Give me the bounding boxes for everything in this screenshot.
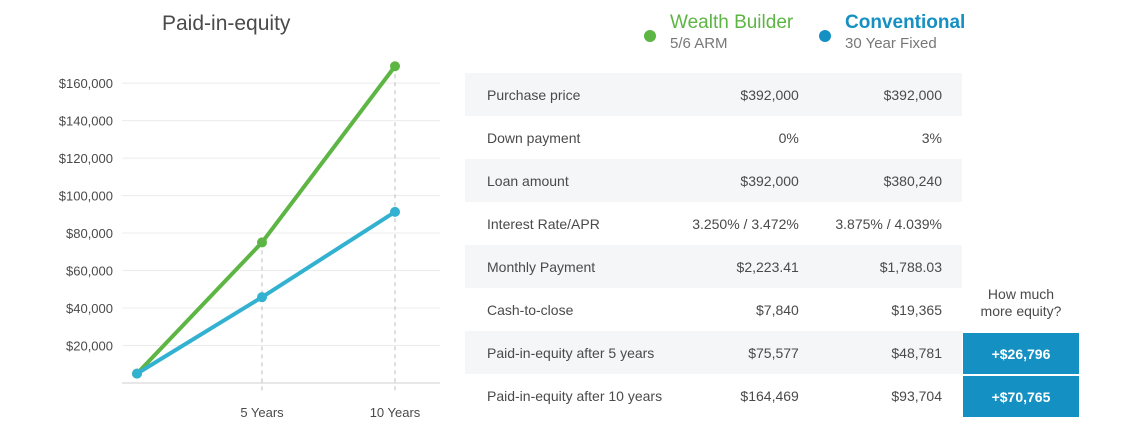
table-row: Paid-in-equity after 10 years $164,469 $…	[465, 374, 962, 417]
y-tick-label: $60,000	[66, 264, 113, 279]
row-label: Interest Rate/APR	[465, 202, 676, 245]
y-tick-label: $20,000	[66, 339, 113, 354]
comparison-table: Purchase price $392,000 $392,000 Down pa…	[465, 73, 962, 417]
more-equity-heading: How much more equity?	[963, 286, 1079, 320]
y-tick-label: $160,000	[59, 76, 113, 91]
wealth-builder-value: $7,840	[675, 288, 819, 331]
conventional-value: $380,240	[818, 159, 962, 202]
wealth-builder-value: 3.250% / 3.472%	[675, 202, 819, 245]
more-equity-10-years: +$70,765	[963, 376, 1079, 417]
series-line-0	[135, 64, 397, 376]
row-label: Monthly Payment	[465, 245, 676, 288]
table-row: Interest Rate/APR 3.250% / 3.472% 3.875%…	[465, 202, 962, 245]
conventional-value: 3%	[818, 116, 962, 159]
legend-name: Conventional	[845, 12, 966, 33]
y-tick-label: $100,000	[59, 189, 113, 204]
legend-subtitle: 30 Year Fixed	[845, 35, 937, 52]
more-equity-5-years: +$26,796	[963, 333, 1079, 374]
table-row: Loan amount $392,000 $380,240	[465, 159, 962, 202]
table-row: Cash-to-close $7,840 $19,365	[465, 288, 962, 331]
data-point	[257, 237, 267, 248]
data-point	[257, 292, 267, 303]
legend-name: Wealth Builder	[670, 12, 794, 33]
data-point	[132, 368, 142, 379]
legend-dot-icon	[644, 30, 656, 42]
legend-subtitle: 5/6 ARM	[670, 35, 728, 52]
wealth-builder-value: $2,223.41	[675, 245, 819, 288]
row-label: Loan amount	[465, 159, 676, 202]
more-equity-heading-line: more equity?	[980, 303, 1062, 319]
y-tick-label: $80,000	[66, 226, 113, 241]
wealth-builder-value: $392,000	[675, 159, 819, 202]
conventional-value: $19,365	[818, 288, 962, 331]
data-point	[390, 61, 400, 72]
y-tick-label: $140,000	[59, 114, 113, 129]
row-label: Paid-in-equity after 5 years	[465, 331, 676, 374]
row-label: Cash-to-close	[465, 288, 676, 331]
conventional-value: $1,788.03	[818, 245, 962, 288]
wealth-builder-value: $75,577	[675, 331, 819, 374]
table-row: Paid-in-equity after 5 years $75,577 $48…	[465, 331, 962, 374]
row-label: Paid-in-equity after 10 years	[465, 374, 676, 417]
x-tick-label: 10 Years	[370, 405, 421, 420]
wealth-builder-value: $392,000	[675, 73, 819, 116]
table-row: Purchase price $392,000 $392,000	[465, 73, 962, 116]
conventional-value: $392,000	[818, 73, 962, 116]
wealth-builder-value: 0%	[675, 116, 819, 159]
row-label: Purchase price	[465, 73, 676, 116]
table-row: Down payment 0% 3%	[465, 116, 962, 159]
data-point	[390, 206, 400, 217]
legend-dot-icon	[819, 30, 831, 42]
y-tick-label: $120,000	[59, 151, 113, 166]
chart-title: Paid-in-equity	[162, 12, 291, 35]
y-tick-label: $40,000	[66, 301, 113, 316]
conventional-value: $48,781	[818, 331, 962, 374]
more-equity-heading-line: How much	[987, 286, 1055, 302]
paid-in-equity-chart: $20,000 $40,000 $60,000 $80,000 $100,000 $120…	[59, 61, 440, 420]
x-tick-label: 5 Years	[240, 405, 284, 420]
wealth-builder-value: $164,469	[675, 374, 819, 417]
row-label: Down payment	[465, 116, 676, 159]
conventional-value: 3.875% / 4.039%	[818, 202, 962, 245]
conventional-value: $93,704	[818, 374, 962, 417]
table-row: Monthly Payment $2,223.41 $1,788.03	[465, 245, 962, 288]
